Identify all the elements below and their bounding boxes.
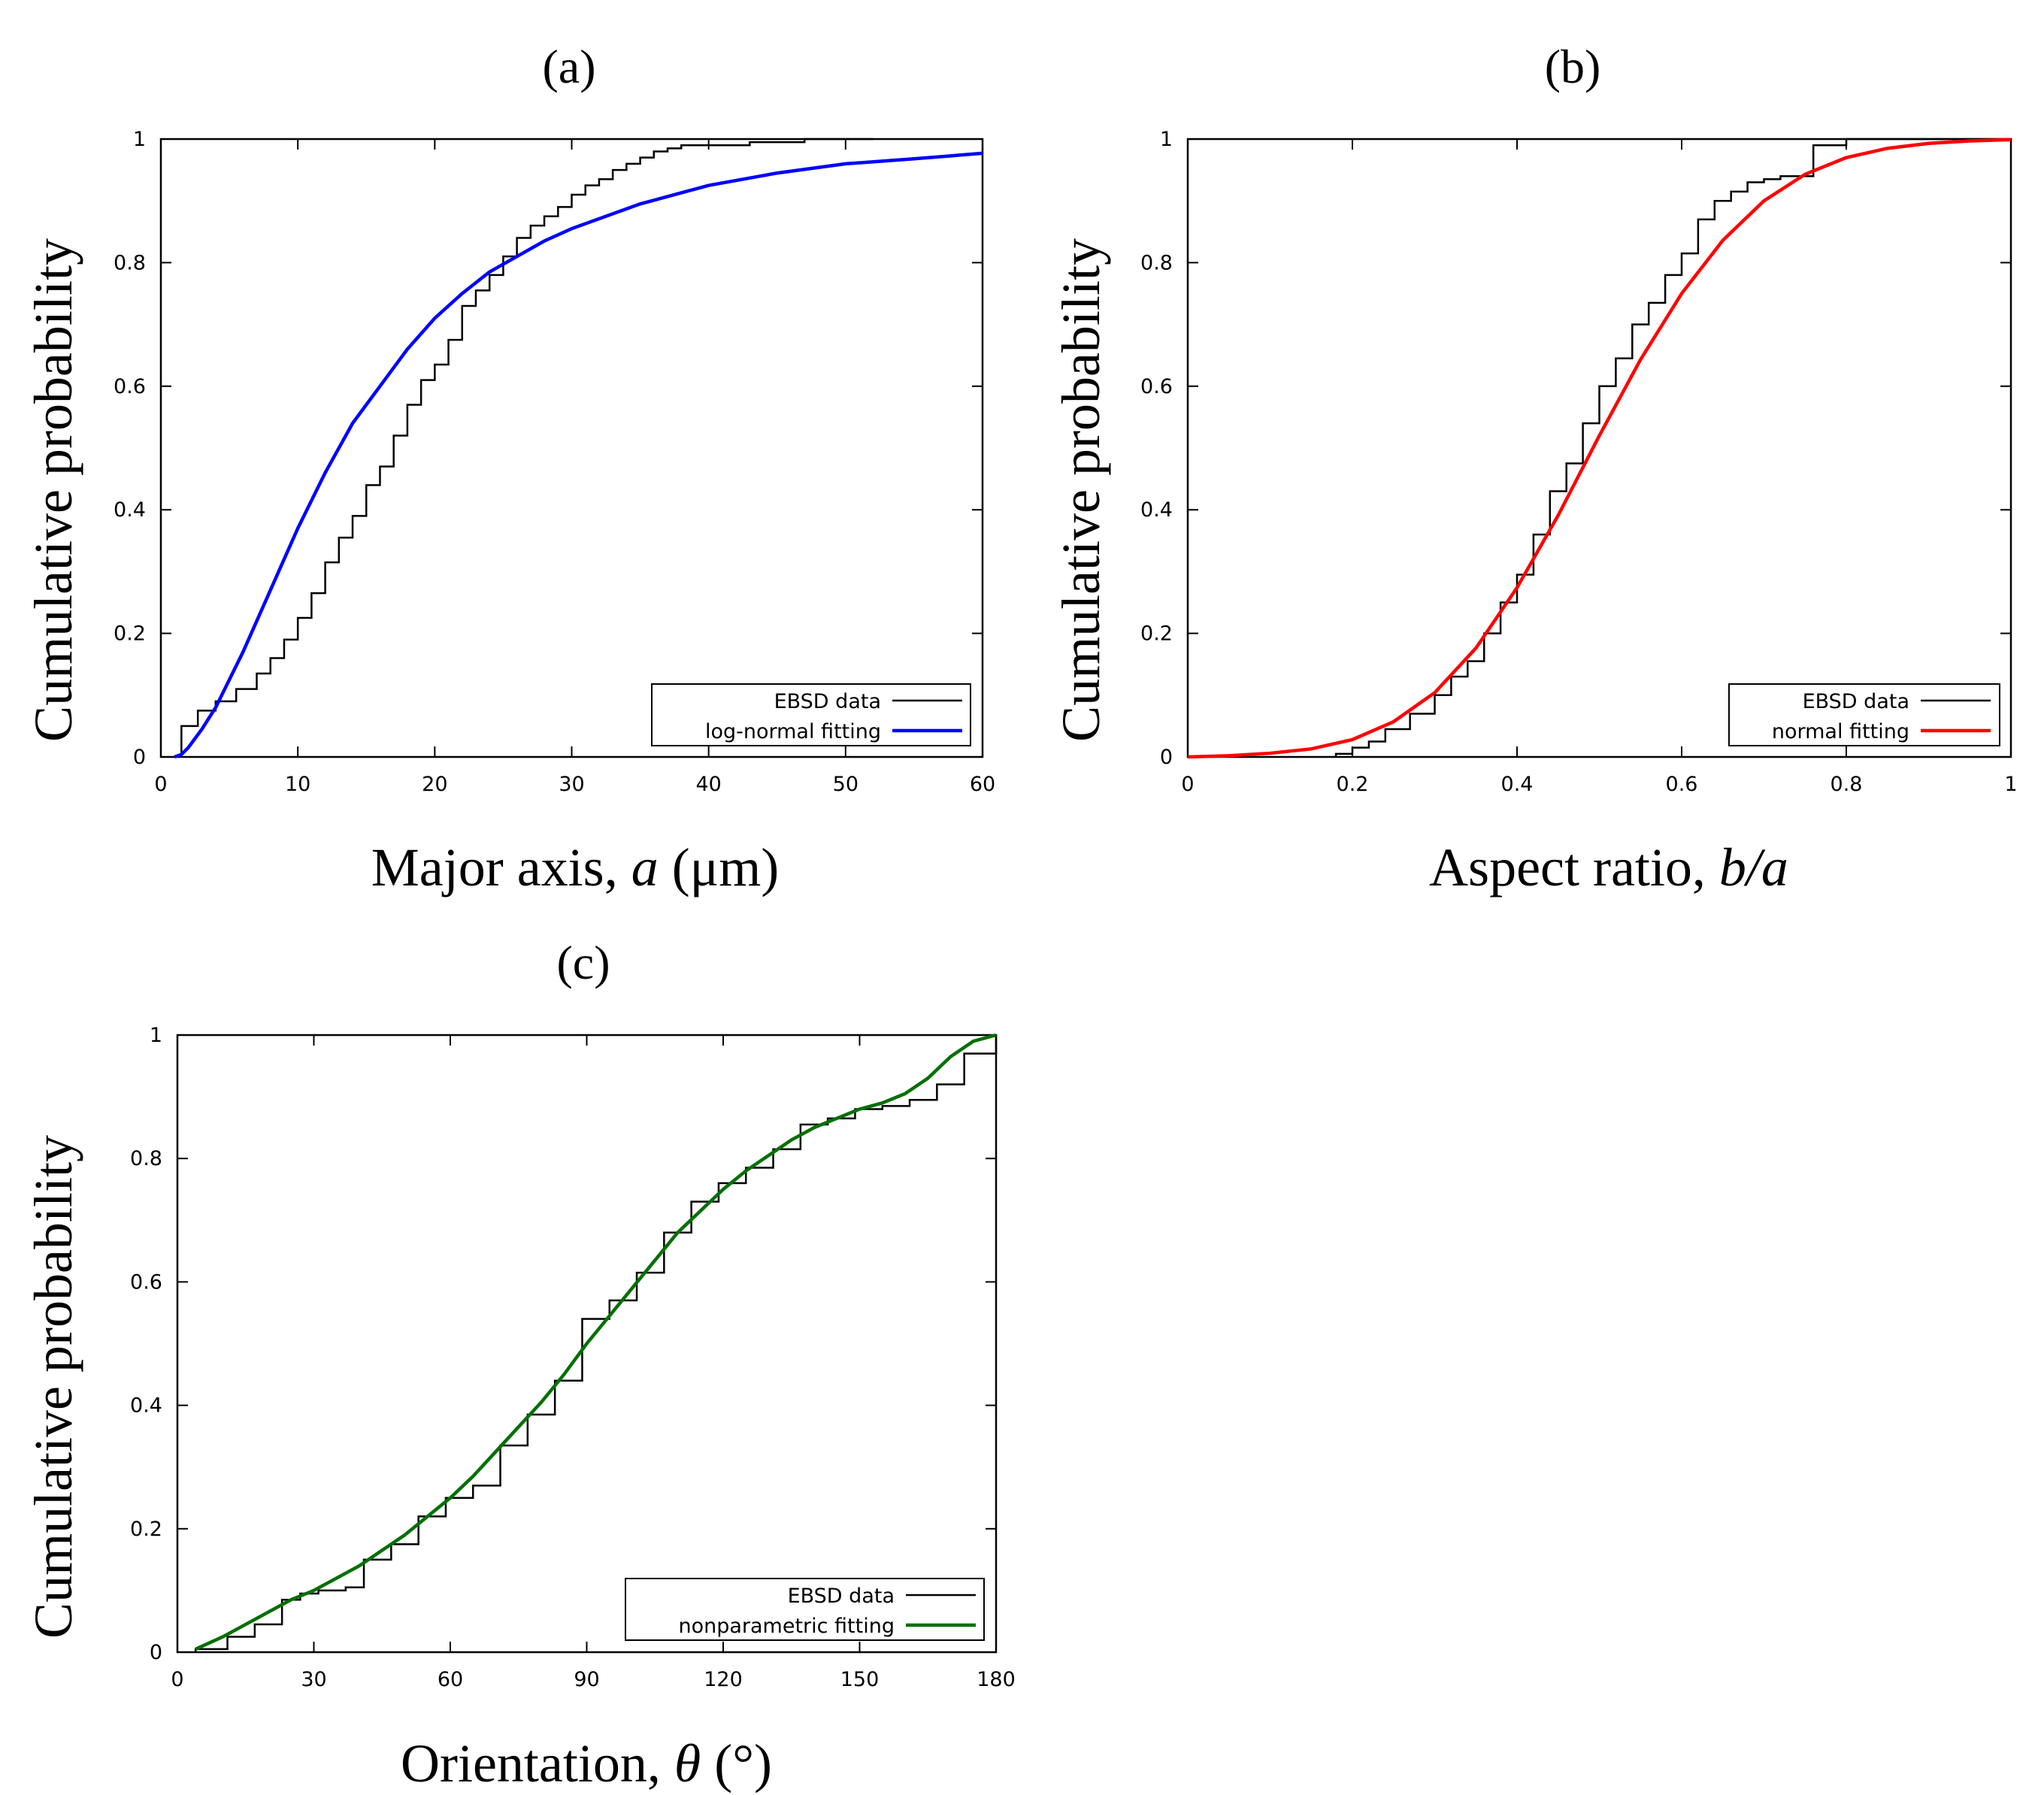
panel-b: (b) Cumulative probability Aspect ratio,… [1051,40,2018,898]
panel-b-xtick-label: 1 [2004,773,2017,796]
panel-c-label: (c) [556,936,610,989]
panel-b-xtick-label: 0.6 [1666,773,1698,796]
panel-a-xtick-label: 0 [154,773,167,796]
panel-a-ytick-label: 0 [133,746,146,769]
panel-c-xtick-label: 90 [574,1668,599,1691]
panel-c-xtick-label: 60 [438,1668,463,1691]
panel-c-legend-label: nonparametric fitting [678,1615,895,1638]
panel-c-ylabel: Cumulative probability [23,1135,83,1639]
panel-a-xlabel: Major axis, a (μm) [371,837,780,898]
panel-b-ylabel: Cumulative probability [1051,238,1111,742]
panel-c-legend: EBSD data nonparametric fitting [625,1578,985,1641]
panel-c-ytick-label: 0.8 [130,1147,162,1170]
panel-a-legend-label: log-normal fitting [705,720,881,743]
panel-a-xtick-label: 10 [285,773,310,796]
panel-a-ylabel: Cumulative probability [23,238,83,742]
panel-c-ebsd-step-line [194,1035,998,1652]
panel-a-legend: EBSD data log-normal fitting [651,683,971,746]
panel-b-ytick-label: 0.2 [1140,622,1173,646]
panel-b-normal-fit-line [1187,138,2012,759]
panel-b-plot-frame [1186,138,2012,758]
panel-c-legend-box [625,1578,985,1641]
panel-a-ebsd-step-line [180,138,874,757]
panel-b-legend: EBSD data normal fitting [1728,683,2000,746]
panel-b-ytick-label: 0 [1160,746,1173,769]
panel-a-ytick-label: 0.4 [114,498,146,522]
panel-a-xtick-label: 60 [970,773,995,796]
panel-b-xtick-label: 0.8 [1831,773,1863,796]
panel-c-xtick-label: 150 [840,1668,880,1691]
panel-b-legend-label: EBSD data [1803,690,1909,713]
panel-c-nonparametric-fit-line [195,1033,997,1651]
panel-a: (a) Cumulative probability Major axis, a… [23,40,995,898]
panel-c-ytick-label: 0.4 [130,1394,162,1418]
panel-b-xtick-label: 0.2 [1337,773,1369,796]
panel-c-ytick-label: 0.2 [130,1518,162,1541]
panel-a-ytick-label: 0.6 [114,375,146,398]
panel-a-ytick-label: 0.8 [114,251,146,274]
panel-c: (c) Cumulative probability Orientation, … [23,936,1016,1793]
panel-b-ytick-label: 0.4 [1140,498,1173,522]
panel-c-xtick-label: 30 [301,1668,326,1691]
panel-a-label: (a) [542,40,595,93]
panel-b-label: (b) [1545,40,1601,93]
panel-a-xtick-label: 20 [422,773,447,796]
panel-b-ebsd-step-line [1334,138,2011,757]
panel-b-xtick-label: 0 [1181,773,1194,796]
panel-b-ytick-label: 1 [1160,128,1173,151]
panel-c-ytick-label: 0.6 [130,1270,162,1294]
panel-c-xtick-label: 180 [977,1668,1016,1691]
panel-a-lognormal-fit-line [174,151,983,759]
panel-c-ytick-label: 0 [150,1641,162,1664]
panel-a-xtick-label: 40 [695,773,721,796]
panel-a-legend-box [651,683,971,746]
panel-a-legend-label: EBSD data [774,690,881,713]
panel-b-legend-box [1728,683,2000,746]
panel-b-ytick-label: 0.8 [1140,251,1173,274]
panel-c-xtick-label: 120 [704,1668,743,1691]
panel-a-xtick-label: 30 [559,773,584,796]
panel-c-xtick-label: 0 [171,1668,183,1691]
panel-a-xtick-label: 50 [833,773,858,796]
panel-b-ytick-label: 0.6 [1140,375,1173,398]
panel-b-xlabel: Aspect ratio, b/a [1429,837,1788,898]
panel-c-xlabel: Orientation, θ (°) [401,1733,772,1793]
panel-a-ytick-label: 1 [133,128,146,151]
panel-a-plot-frame [159,138,984,758]
panel-c-legend-label: EBSD data [788,1585,895,1608]
panel-b-xtick-label: 0.4 [1501,773,1534,796]
panel-c-ytick-label: 1 [150,1024,162,1047]
panel-b-legend-label: normal fitting [1772,720,1909,743]
panel-a-ytick-label: 0.2 [114,622,146,646]
